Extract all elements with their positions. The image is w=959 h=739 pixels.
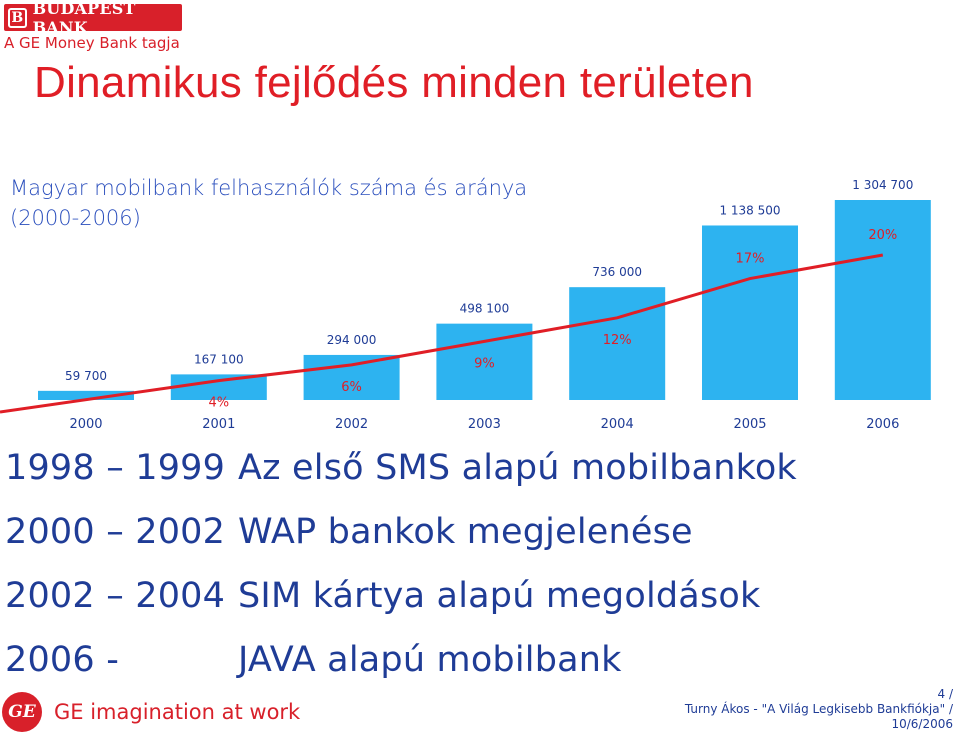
chart-bar [38,390,134,400]
users-chart: 59 700 2000 167 100 2001 294 000 2002 498 100 2… [0,178,931,432]
timeline-text: SIM kártya alapú megoldások [238,576,761,616]
bank-tagline: A GE Money Bank tagja [4,34,180,52]
bar-value-label: 736 000 [592,265,642,279]
page-number: 4 / [937,687,954,701]
ge-footer-logo: GE GE imagination at work [2,692,300,732]
chart-title-line-2: (2000-2006) [10,206,141,230]
slide-title: Dinamikus fejlődés minden területen [34,58,754,107]
percentage-label: 9% [474,356,495,371]
ge-monogram-icon: GE [2,692,42,732]
bar-value-label: 1 304 700 [852,178,913,192]
chart-bar [569,287,666,400]
bar-value-label: 167 100 [194,352,244,366]
chart-bar [834,200,931,400]
x-tick-label: 2006 [866,417,899,432]
budapest-bank-logo: B BUDAPEST BANK A GE Money Bank tagja [4,0,182,52]
timeline-text: WAP bankok megjelenése [238,512,693,552]
percentage-label: 17% [736,252,765,267]
presenter-line: Turny Ákos - "A Világ Legkisebb Bankfiók… [684,702,953,716]
percentage-label: 4% [208,396,229,411]
chart-bar [303,354,400,400]
footer-info: 4 / Turny Ákos - "A Világ Legkisebb Bank… [685,687,953,732]
timeline-years: 2006 - [5,640,120,680]
chart-title: Magyar mobilbank felhasználók száma és a… [10,173,527,233]
bank-name: BUDAPEST BANK [32,0,136,37]
timeline-text: Az első SMS alapú mobilbankok [238,448,797,488]
percentage-label: 12% [603,333,632,348]
bank-emblem-icon: B [8,7,27,28]
logo-banner: B BUDAPEST BANK [4,0,182,37]
bar-value-label: 59 700 [65,369,107,383]
x-tick-label: 2001 [202,417,235,432]
chart-bar [170,374,267,400]
timeline-years: 2002 – 2004 [5,576,226,616]
chart-bar [702,225,798,400]
x-tick-label: 2002 [335,417,368,432]
percentage-label: 6% [341,380,362,395]
timeline-years: 1998 – 1999 [5,448,226,488]
bar-value-label: 1 138 500 [719,203,780,217]
percentage-line [0,253,884,414]
ge-tagline: GE imagination at work [54,700,301,724]
x-tick-label: 2004 [601,417,634,432]
percentage-label: 20% [868,228,897,243]
timeline-text: JAVA alapú mobilbank [238,640,622,680]
bar-value-label: 498 100 [460,302,510,316]
bar-value-label: 294 000 [327,333,377,347]
timeline-years: 2000 – 2002 [5,512,226,552]
x-tick-label: 2003 [468,417,501,432]
x-tick-label: 2005 [733,417,766,432]
x-tick-label: 2000 [69,417,102,432]
presentation-date: 10/6/2006 [891,717,953,731]
chart-title-line-1: Magyar mobilbank felhasználók száma és a… [10,176,528,200]
